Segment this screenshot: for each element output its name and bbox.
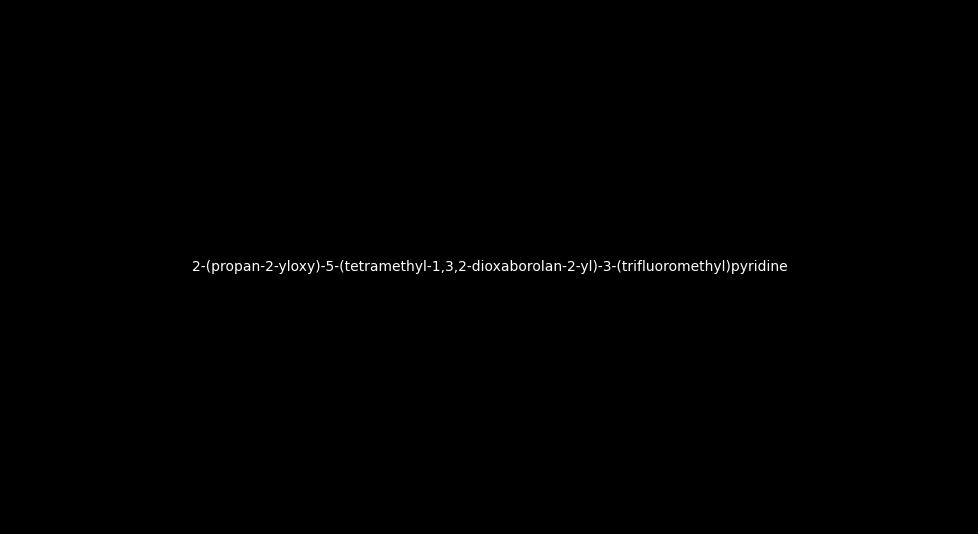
Text: 2-(propan-2-yloxy)-5-(tetramethyl-1,3,2-dioxaborolan-2-yl)-3-(trifluoromethyl)py: 2-(propan-2-yloxy)-5-(tetramethyl-1,3,2-…	[192, 260, 786, 274]
